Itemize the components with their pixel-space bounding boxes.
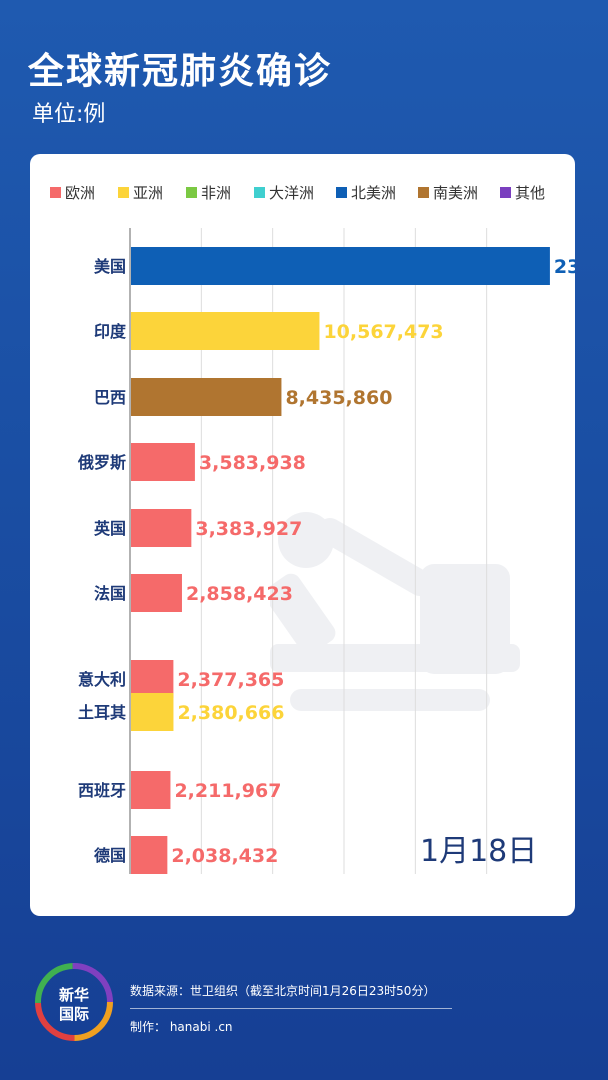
legend-label: 欧洲 xyxy=(65,184,96,202)
page-title: 全球新冠肺炎确诊 xyxy=(28,51,333,92)
legend-item: 北美洲 xyxy=(336,182,396,203)
value-label: 2,858,423 xyxy=(186,583,293,605)
category-label: 法国 xyxy=(94,584,126,603)
unit-label: 单位:例 xyxy=(32,102,106,127)
legend-swatch xyxy=(254,187,265,198)
legend-label: 非洲 xyxy=(201,184,232,202)
category-label: 德国 xyxy=(94,846,126,865)
legend-swatch xyxy=(50,187,61,198)
legend-item: 其他 xyxy=(500,182,545,203)
category-label: 俄罗斯 xyxy=(77,453,126,472)
category-label: 西班牙 xyxy=(78,781,126,800)
bar-9 xyxy=(131,836,168,874)
legend-swatch xyxy=(336,187,347,198)
legend-swatch xyxy=(118,187,129,198)
footer-divider xyxy=(130,1008,452,1009)
legend-item: 亚洲 xyxy=(118,182,163,203)
value-label: 8,435,860 xyxy=(285,387,392,409)
value-label: 2,377,365 xyxy=(177,669,284,691)
bar-3 xyxy=(131,443,195,481)
xinhua-logo: 新华 国际 xyxy=(34,962,114,1046)
category-label: 美国 xyxy=(94,257,126,276)
bar-chart: 美国 23,490,487 印度 10,567,473 巴西 8,435,860 俄罗斯 3,… xyxy=(77,228,575,874)
watermark-icon xyxy=(270,512,520,711)
legend-item: 大洋洲 xyxy=(254,182,314,203)
bar-5 xyxy=(131,574,182,612)
bar-2 xyxy=(131,378,282,416)
category-label: 巴西 xyxy=(94,388,126,407)
legend-item: 非洲 xyxy=(186,182,231,203)
category-label: 意大利 xyxy=(78,670,126,689)
legend-swatch xyxy=(418,187,429,198)
legend-swatch xyxy=(500,187,511,198)
credit-text: 制作： hanabi .cn xyxy=(130,1020,233,1034)
value-label: 2,380,666 xyxy=(177,702,284,724)
source-text: 数据来源：世卫组织（截至北京时间1月26日23时50分） xyxy=(130,984,436,998)
category-label: 土耳其 xyxy=(78,703,126,722)
category-label: 印度 xyxy=(94,322,127,341)
legend-item: 欧洲 xyxy=(50,182,95,203)
value-label: 2,038,432 xyxy=(171,845,278,867)
value-label: 3,583,938 xyxy=(199,452,306,474)
legend-swatch xyxy=(186,187,197,198)
legend-label: 南美洲 xyxy=(433,184,479,202)
value-label: 2,211,967 xyxy=(174,780,281,802)
bar-8 xyxy=(131,771,171,809)
chart-card: 欧洲 亚洲 非洲 大洋洲 北美洲 南美洲 其他 美国 23,490,487 印度 10,567,4… xyxy=(30,154,575,916)
value-label: 3,383,927 xyxy=(195,518,302,540)
legend-label: 北美洲 xyxy=(351,184,397,202)
bar-6 xyxy=(131,660,174,698)
logo-text-2: 国际 xyxy=(59,1005,89,1023)
bar-0 xyxy=(131,247,550,285)
bar-1 xyxy=(131,312,320,350)
value-label: 23,490,487 xyxy=(554,256,575,278)
value-label: 10,567,473 xyxy=(323,321,443,343)
legend-label: 大洋洲 xyxy=(269,184,315,202)
legend-label: 亚洲 xyxy=(133,184,164,202)
legend-item: 南美洲 xyxy=(418,182,478,203)
legend: 欧洲 亚洲 非洲 大洋洲 北美洲 南美洲 其他 xyxy=(50,182,570,206)
category-label: 英国 xyxy=(93,519,126,538)
logo-text-1: 新华 xyxy=(59,986,89,1004)
bar-7 xyxy=(131,693,174,731)
legend-label: 其他 xyxy=(515,184,546,202)
bar-4 xyxy=(131,509,192,547)
date-label: 1月18日 xyxy=(420,834,538,869)
